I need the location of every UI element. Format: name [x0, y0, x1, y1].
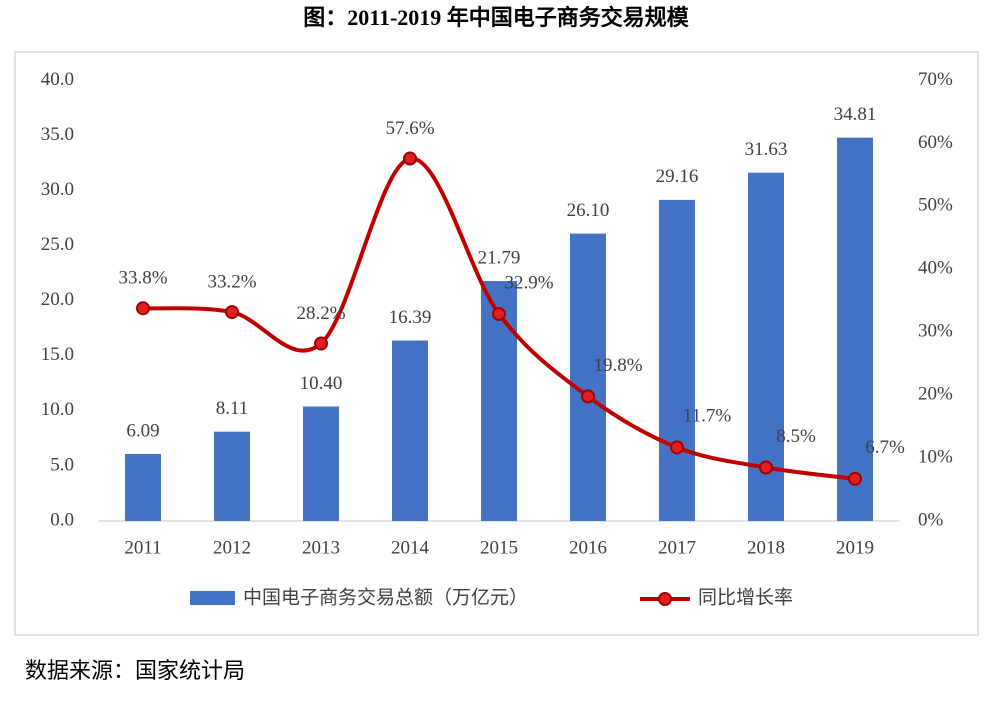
y2-tick-label: 60%: [918, 132, 953, 153]
growth-marker: [581, 389, 595, 404]
bar-value-label: 8.11: [216, 398, 249, 419]
legend-swatch: [190, 591, 235, 605]
growth-marker: [314, 336, 328, 351]
x-tick-label: 2014: [391, 537, 430, 558]
line-value-label: 11.7%: [683, 406, 732, 427]
legend-label: 中国电子商务交易总额（万亿元）: [243, 586, 528, 608]
bar: [214, 431, 250, 521]
bar: [303, 406, 339, 521]
bar-value-label: 16.39: [389, 307, 432, 328]
x-tick-label: 2013: [302, 537, 340, 558]
bar-value-label: 29.16: [656, 166, 699, 187]
y-tick-label: 10.0: [41, 399, 74, 420]
growth-marker: [136, 301, 150, 316]
growth-marker: [403, 151, 417, 166]
x-tick-label: 2015: [480, 537, 518, 558]
growth-marker: [759, 460, 773, 475]
y2-tick-label: 30%: [918, 321, 953, 342]
growth-marker: [670, 440, 684, 455]
growth-marker: [492, 306, 506, 321]
line-value-label: 33.2%: [207, 271, 256, 292]
x-tick-label: 2011: [124, 537, 161, 558]
y-tick-label: 30.0: [41, 179, 74, 200]
line-value-label: 33.8%: [118, 268, 167, 289]
y-tick-label: 25.0: [41, 234, 74, 255]
growth-line: [142, 156, 856, 481]
bar: [392, 340, 428, 521]
y2-tick-label: 40%: [918, 258, 953, 279]
bar-value-label: 34.81: [834, 104, 877, 125]
legend-marker: [658, 592, 672, 606]
chart-title: 图：2011-2019 年中国电子商务交易规模: [303, 5, 690, 30]
y-tick-label: 20.0: [41, 289, 74, 310]
line-value-label: 8.5%: [776, 426, 816, 447]
line-value-label: 6.7%: [865, 437, 905, 458]
x-tick-label: 2018: [747, 537, 785, 558]
growth-marker: [225, 305, 239, 320]
x-tick-label: 2019: [836, 537, 874, 558]
line-value-label: 57.6%: [385, 118, 434, 139]
bar: [481, 281, 517, 521]
y2-tick-label: 70%: [918, 69, 953, 90]
y-tick-label: 0.0: [50, 509, 74, 530]
y2-tick-label: 50%: [918, 195, 953, 216]
bar-value-label: 6.09: [126, 420, 159, 441]
chart-frame: [14, 51, 979, 636]
bar: [125, 453, 161, 521]
bar: [659, 199, 695, 522]
y-tick-label: 40.0: [41, 69, 74, 90]
growth-marker: [848, 471, 862, 486]
x-tick-label: 2017: [658, 537, 696, 558]
y2-tick-label: 10%: [918, 446, 953, 467]
x-tick-label: 2012: [213, 537, 251, 558]
legend-label: 同比增长率: [698, 586, 793, 608]
bar-value-label: 26.10: [567, 200, 610, 221]
bar: [837, 137, 873, 521]
line-value-label: 19.8%: [593, 355, 642, 376]
bar: [570, 233, 606, 522]
source-note: 数据来源：国家统计局: [25, 658, 245, 683]
y2-tick-label: 20%: [918, 384, 953, 405]
bar-value-label: 21.79: [478, 247, 521, 268]
y-tick-label: 35.0: [41, 124, 74, 145]
line-value-label: 32.9%: [504, 272, 553, 293]
bar-value-label: 31.63: [745, 139, 788, 160]
y-tick-label: 15.0: [41, 344, 74, 365]
x-tick-label: 2016: [569, 537, 607, 558]
bar-value-label: 10.40: [300, 373, 343, 394]
y-tick-label: 5.0: [50, 454, 74, 475]
line-value-label: 28.2%: [296, 303, 345, 324]
y2-tick-label: 0%: [918, 509, 944, 530]
